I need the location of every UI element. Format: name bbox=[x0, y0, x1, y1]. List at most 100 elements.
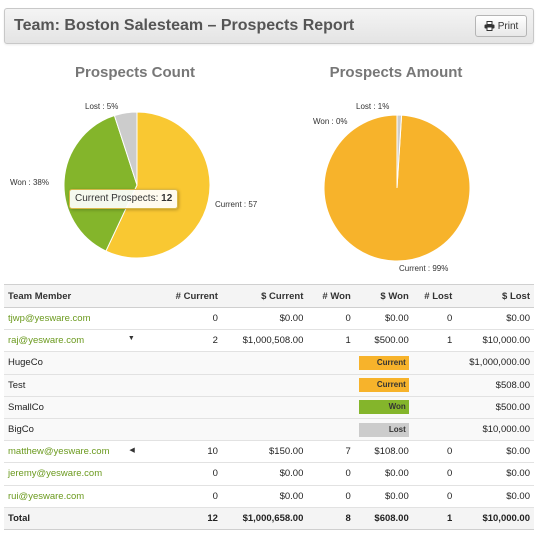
report-header: Team: Boston Salesteam – Prospects Repor… bbox=[4, 8, 534, 44]
member-cell: tjwp@yesware.com bbox=[4, 307, 153, 331]
lost-amount-cell: $0.00 bbox=[456, 485, 534, 508]
col-won-count[interactable]: # Won bbox=[307, 284, 355, 308]
lost-amount-cell: $0.00 bbox=[456, 307, 534, 331]
print-label: Print bbox=[497, 20, 519, 32]
total-lost-count: 1 bbox=[412, 507, 457, 530]
member-cell: raj@yesware.com ▼ bbox=[4, 329, 153, 353]
current-count-cell: 0 bbox=[152, 462, 222, 486]
prospects-count-title: Prospects Count bbox=[74, 64, 195, 81]
pie-label-won: Won : 38% bbox=[10, 178, 49, 187]
col-won-amount[interactable]: $ Won bbox=[354, 284, 413, 308]
won-count-cell: 0 bbox=[307, 485, 355, 508]
prospect-name: HugeCo bbox=[4, 351, 153, 375]
lost-amount-cell: $0.00 bbox=[456, 462, 534, 486]
current-count-cell: 2 bbox=[152, 329, 222, 353]
lost-amount-cell: $10,000.00 bbox=[456, 329, 534, 353]
lost-amount-cell: $0.00 bbox=[456, 440, 534, 464]
total-lost-amount: $10,000.00 bbox=[456, 507, 534, 530]
chevron-left-icon[interactable]: ◀ bbox=[129, 447, 135, 455]
col-current-amount[interactable]: $ Current bbox=[221, 284, 308, 308]
pie-label-lost: Lost : 1% bbox=[356, 102, 389, 111]
lost-count-cell: 0 bbox=[412, 440, 457, 464]
lost-count-cell: 1 bbox=[412, 329, 457, 353]
page-title: Team: Boston Salesteam – Prospects Repor… bbox=[14, 17, 355, 34]
current-amount-cell: $1,000,508.00 bbox=[221, 329, 308, 353]
table-row: rui@yesware.com 0 $0.00 0 $0.00 0 $0.00 bbox=[4, 485, 534, 508]
lost-count-cell: 0 bbox=[412, 485, 457, 508]
pie-slice-lost[interactable] bbox=[396, 114, 403, 189]
total-row: Total 12 $1,000,658.00 8 $608.00 1 $10,0… bbox=[4, 507, 534, 530]
tooltip-value: 12 bbox=[161, 193, 173, 204]
current-count-cell: 0 bbox=[152, 307, 222, 331]
member-link[interactable]: jeremy@yesware.com bbox=[8, 468, 103, 480]
member-link[interactable]: raj@yesware.com bbox=[8, 335, 85, 347]
pie-slice-won[interactable] bbox=[63, 114, 138, 252]
prospect-amount: $508.00 bbox=[456, 374, 534, 397]
table-row: jeremy@yesware.com 0 $0.00 0 $0.00 0 $0.… bbox=[4, 462, 534, 486]
printer-icon bbox=[484, 21, 495, 31]
won-amount-cell: $0.00 bbox=[354, 307, 413, 331]
current-amount-cell: $150.00 bbox=[221, 440, 308, 464]
print-button[interactable]: Print bbox=[475, 15, 527, 37]
prospect-row: HugeCo Current $1,000,000.00 bbox=[4, 351, 534, 375]
member-link[interactable]: tjwp@yesware.com bbox=[8, 313, 91, 325]
total-current-count: 12 bbox=[152, 507, 222, 530]
chevron-down-icon[interactable]: ▼ bbox=[127, 335, 135, 343]
col-lost-amount[interactable]: $ Lost bbox=[456, 284, 534, 308]
member-cell: matthew@yesware.com ◀ bbox=[4, 440, 153, 464]
member-link[interactable]: matthew@yesware.com bbox=[8, 446, 110, 458]
won-count-cell: 1 bbox=[307, 329, 355, 353]
pie-label-won: Won : 0% bbox=[313, 117, 348, 126]
prospect-amount: $500.00 bbox=[456, 396, 534, 419]
member-link[interactable]: rui@yesware.com bbox=[8, 490, 85, 502]
prospect-amount: $1,000,000.00 bbox=[456, 351, 534, 375]
table-row: tjwp@yesware.com 0 $0.00 0 $0.00 0 $0.00 bbox=[4, 307, 534, 331]
status-badge: Won bbox=[358, 400, 409, 415]
won-amount-cell: $0.00 bbox=[354, 485, 413, 508]
current-amount-cell: $0.00 bbox=[221, 485, 308, 508]
total-current-amount: $1,000,658.00 bbox=[221, 507, 308, 530]
won-amount-cell: $500.00 bbox=[354, 329, 413, 353]
won-amount-cell: $108.00 bbox=[354, 440, 413, 464]
pie-label-current: Current : 57 bbox=[215, 200, 258, 209]
table-row: matthew@yesware.com ◀ 10 $150.00 7 $108.0… bbox=[4, 440, 534, 464]
status-badge: Current bbox=[358, 355, 409, 370]
status-badge: Current bbox=[358, 378, 409, 393]
prospect-status-cell: Current bbox=[354, 374, 413, 397]
pie-slice-current[interactable] bbox=[105, 111, 211, 259]
member-cell: jeremy@yesware.com bbox=[4, 462, 153, 486]
pie-label-lost: Lost : 5% bbox=[85, 102, 118, 111]
total-won-amount: $608.00 bbox=[354, 507, 413, 530]
member-cell: rui@yesware.com bbox=[4, 485, 153, 508]
prospect-name: BigCo bbox=[4, 418, 153, 442]
prospects-amount-pie-chart: Current : 99% Won : 0% Lost : 1% bbox=[313, 102, 471, 273]
lost-count-cell: 0 bbox=[412, 307, 457, 331]
tooltip-label: Current Prospects: bbox=[75, 193, 159, 204]
prospect-row: BigCo Lost $10,000.00 bbox=[4, 418, 534, 442]
prospects-table: Team Member # Current $ Current # Won $ … bbox=[4, 284, 534, 530]
col-lost-count[interactable]: # Lost bbox=[412, 284, 457, 308]
won-count-cell: 0 bbox=[307, 462, 355, 486]
lost-count-cell: 0 bbox=[412, 462, 457, 486]
col-team-member[interactable]: Team Member bbox=[4, 284, 153, 308]
pie-slice-lost[interactable] bbox=[113, 111, 138, 186]
pie-label-current: Current : 99% bbox=[399, 264, 448, 273]
prospects-count-pie-chart: Current : 57 Won : 38% Lost : 5% bbox=[10, 102, 258, 259]
prospect-status-cell: Current bbox=[354, 351, 413, 375]
current-amount-cell: $0.00 bbox=[221, 462, 308, 486]
prospect-name: Test bbox=[4, 374, 153, 397]
chart-tooltip: Current Prospects: 12 bbox=[69, 189, 179, 209]
prospect-status-cell: Lost bbox=[354, 418, 413, 442]
current-amount-cell: $0.00 bbox=[221, 307, 308, 331]
table-header-row: Team Member # Current $ Current # Won $ … bbox=[4, 284, 534, 308]
won-amount-cell: $0.00 bbox=[354, 462, 413, 486]
won-count-cell: 7 bbox=[307, 440, 355, 464]
prospects-amount-title: Prospects Amount bbox=[329, 64, 463, 81]
prospect-amount: $10,000.00 bbox=[456, 418, 534, 442]
current-count-cell: 0 bbox=[152, 485, 222, 508]
prospect-row: SmallCo Won $500.00 bbox=[4, 396, 534, 419]
won-count-cell: 0 bbox=[307, 307, 355, 331]
prospect-name: SmallCo bbox=[4, 396, 153, 419]
prospect-row: Test Current $508.00 bbox=[4, 374, 534, 397]
col-current-count[interactable]: # Current bbox=[152, 284, 222, 308]
